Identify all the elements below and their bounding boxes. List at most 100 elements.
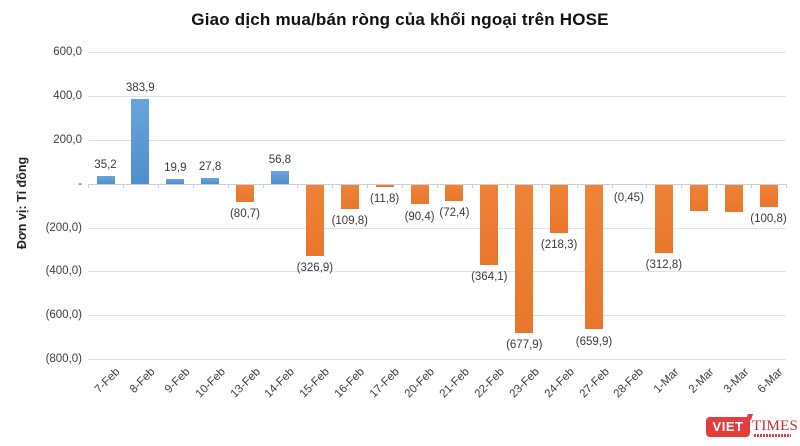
x-axis-tick [297, 183, 299, 188]
data-label: (100,8) [750, 212, 787, 225]
data-label: (11,8) [369, 193, 400, 206]
bar-3-Mar [724, 184, 743, 213]
x-axis-tick [576, 183, 578, 188]
viettimes-logo: VIET TIMES [706, 414, 798, 440]
x-axis-label: 23-Feb [507, 366, 542, 401]
data-label: (0,45) [613, 191, 644, 204]
x-axis-tick [122, 183, 124, 188]
y-axis-tick-label: 400,0 [53, 89, 82, 102]
data-label: (364,1) [471, 270, 508, 283]
bar-1-Mar [654, 184, 673, 254]
data-label: (80,7) [229, 208, 261, 221]
bar-8-Feb [131, 99, 150, 184]
bar-2-Mar [689, 184, 708, 211]
x-axis-tick [541, 183, 543, 188]
x-axis-label: 20-Feb [402, 366, 438, 401]
chart-title: Giao dịch mua/bán ròng của khối ngoại tr… [191, 10, 609, 29]
y-axis-title: Đơn vị: Tỉ đồng [15, 156, 29, 250]
bar-20-Feb [410, 184, 429, 205]
x-axis-tick [88, 183, 89, 188]
data-label: 35,2 [94, 158, 117, 171]
logo-box-text: VIET [706, 417, 750, 437]
x-axis-label: 22-Feb [472, 366, 507, 401]
x-axis-label: 3-Mar [721, 366, 752, 396]
x-axis-label: 28-Feb [612, 366, 647, 401]
bar-27-Feb [585, 184, 603, 330]
data-label: 27,8 [198, 160, 222, 173]
logo-serif-text: TIMES [752, 418, 798, 434]
bar-6-Mar [759, 184, 778, 207]
x-axis-label: 6-Mar [756, 366, 786, 396]
x-axis-tick [681, 183, 683, 188]
x-axis-tick [367, 183, 369, 188]
x-axis-tick [332, 183, 334, 188]
x-axis-label: 10-Feb [193, 366, 228, 401]
bar-23-Feb [515, 184, 534, 334]
logo-tagline [754, 434, 791, 437]
y-gridline [88, 95, 786, 97]
x-axis-label: 24-Feb [542, 366, 577, 401]
x-axis-tick [786, 183, 787, 188]
y-axis-tick-label: (800,0) [45, 353, 82, 366]
bar-9-Feb [166, 179, 185, 184]
y-axis-tick-label: (400,0) [45, 265, 82, 278]
x-axis-tick [402, 183, 404, 188]
data-label: (659,9) [575, 335, 613, 348]
bar-7-Feb [96, 175, 115, 184]
data-label: 56,8 [268, 154, 292, 167]
y-axis-tick-label: - [78, 177, 82, 190]
x-axis-tick [157, 183, 159, 188]
bar-22-Feb [480, 184, 499, 265]
data-label: (72,4) [439, 206, 470, 219]
data-label: 19,9 [164, 162, 187, 175]
y-gridline [88, 52, 786, 53]
data-label: (109,8) [331, 214, 369, 227]
x-axis-label: 7-Feb [93, 366, 123, 396]
data-label: 383,9 [125, 82, 155, 95]
bar-14-Feb [270, 171, 289, 184]
x-axis-label: 15-Feb [298, 366, 333, 401]
y-gridline [88, 359, 786, 361]
y-axis-tick-label: 200,0 [53, 133, 82, 146]
x-axis-label: 16-Feb [333, 366, 368, 401]
x-axis-tick [471, 183, 473, 188]
bar-13-Feb [236, 184, 254, 203]
x-axis-tick [437, 183, 438, 188]
y-gridline [88, 271, 786, 273]
y-axis-tick-label: 600,0 [53, 46, 82, 58]
x-axis-tick [646, 183, 648, 188]
data-label: (90,4) [404, 210, 435, 223]
y-axis-tick-label: (600,0) [45, 309, 82, 322]
x-axis-label: 9-Feb [163, 366, 193, 396]
x-axis-label: 8-Feb [128, 366, 158, 396]
x-axis-tick [227, 183, 229, 188]
data-label: (312,8) [645, 259, 683, 272]
y-gridline [88, 139, 786, 141]
x-axis-tick [506, 183, 508, 188]
bar-10-Feb [201, 177, 220, 184]
y-axis-tick-label: (200,0) [45, 221, 82, 234]
data-label: (677,9) [506, 339, 543, 352]
x-axis-label: 13-Feb [228, 366, 263, 401]
x-axis-label: 14-Feb [263, 366, 298, 401]
bar-15-Feb [305, 184, 324, 257]
y-gridline [88, 315, 786, 317]
bar-24-Feb [550, 184, 569, 233]
x-axis-tick [716, 183, 718, 188]
data-label: (218,3) [540, 238, 578, 251]
x-axis-label: 27-Feb [577, 366, 612, 401]
y-gridline [88, 227, 786, 229]
bar-21-Feb [445, 184, 464, 201]
bar-17-Feb [375, 184, 394, 188]
bar-28-Feb [619, 184, 638, 186]
x-axis-label: 1-Mar [651, 366, 682, 396]
x-axis-tick [751, 183, 753, 188]
x-axis-label: 2-Mar [686, 366, 717, 396]
x-axis-label: 21-Feb [437, 366, 472, 401]
bar-16-Feb [340, 184, 359, 209]
x-axis-label: 17-Feb [367, 366, 403, 401]
x-axis-tick [192, 183, 194, 188]
data-label: (326,9) [296, 262, 334, 275]
x-axis-tick [262, 183, 264, 188]
